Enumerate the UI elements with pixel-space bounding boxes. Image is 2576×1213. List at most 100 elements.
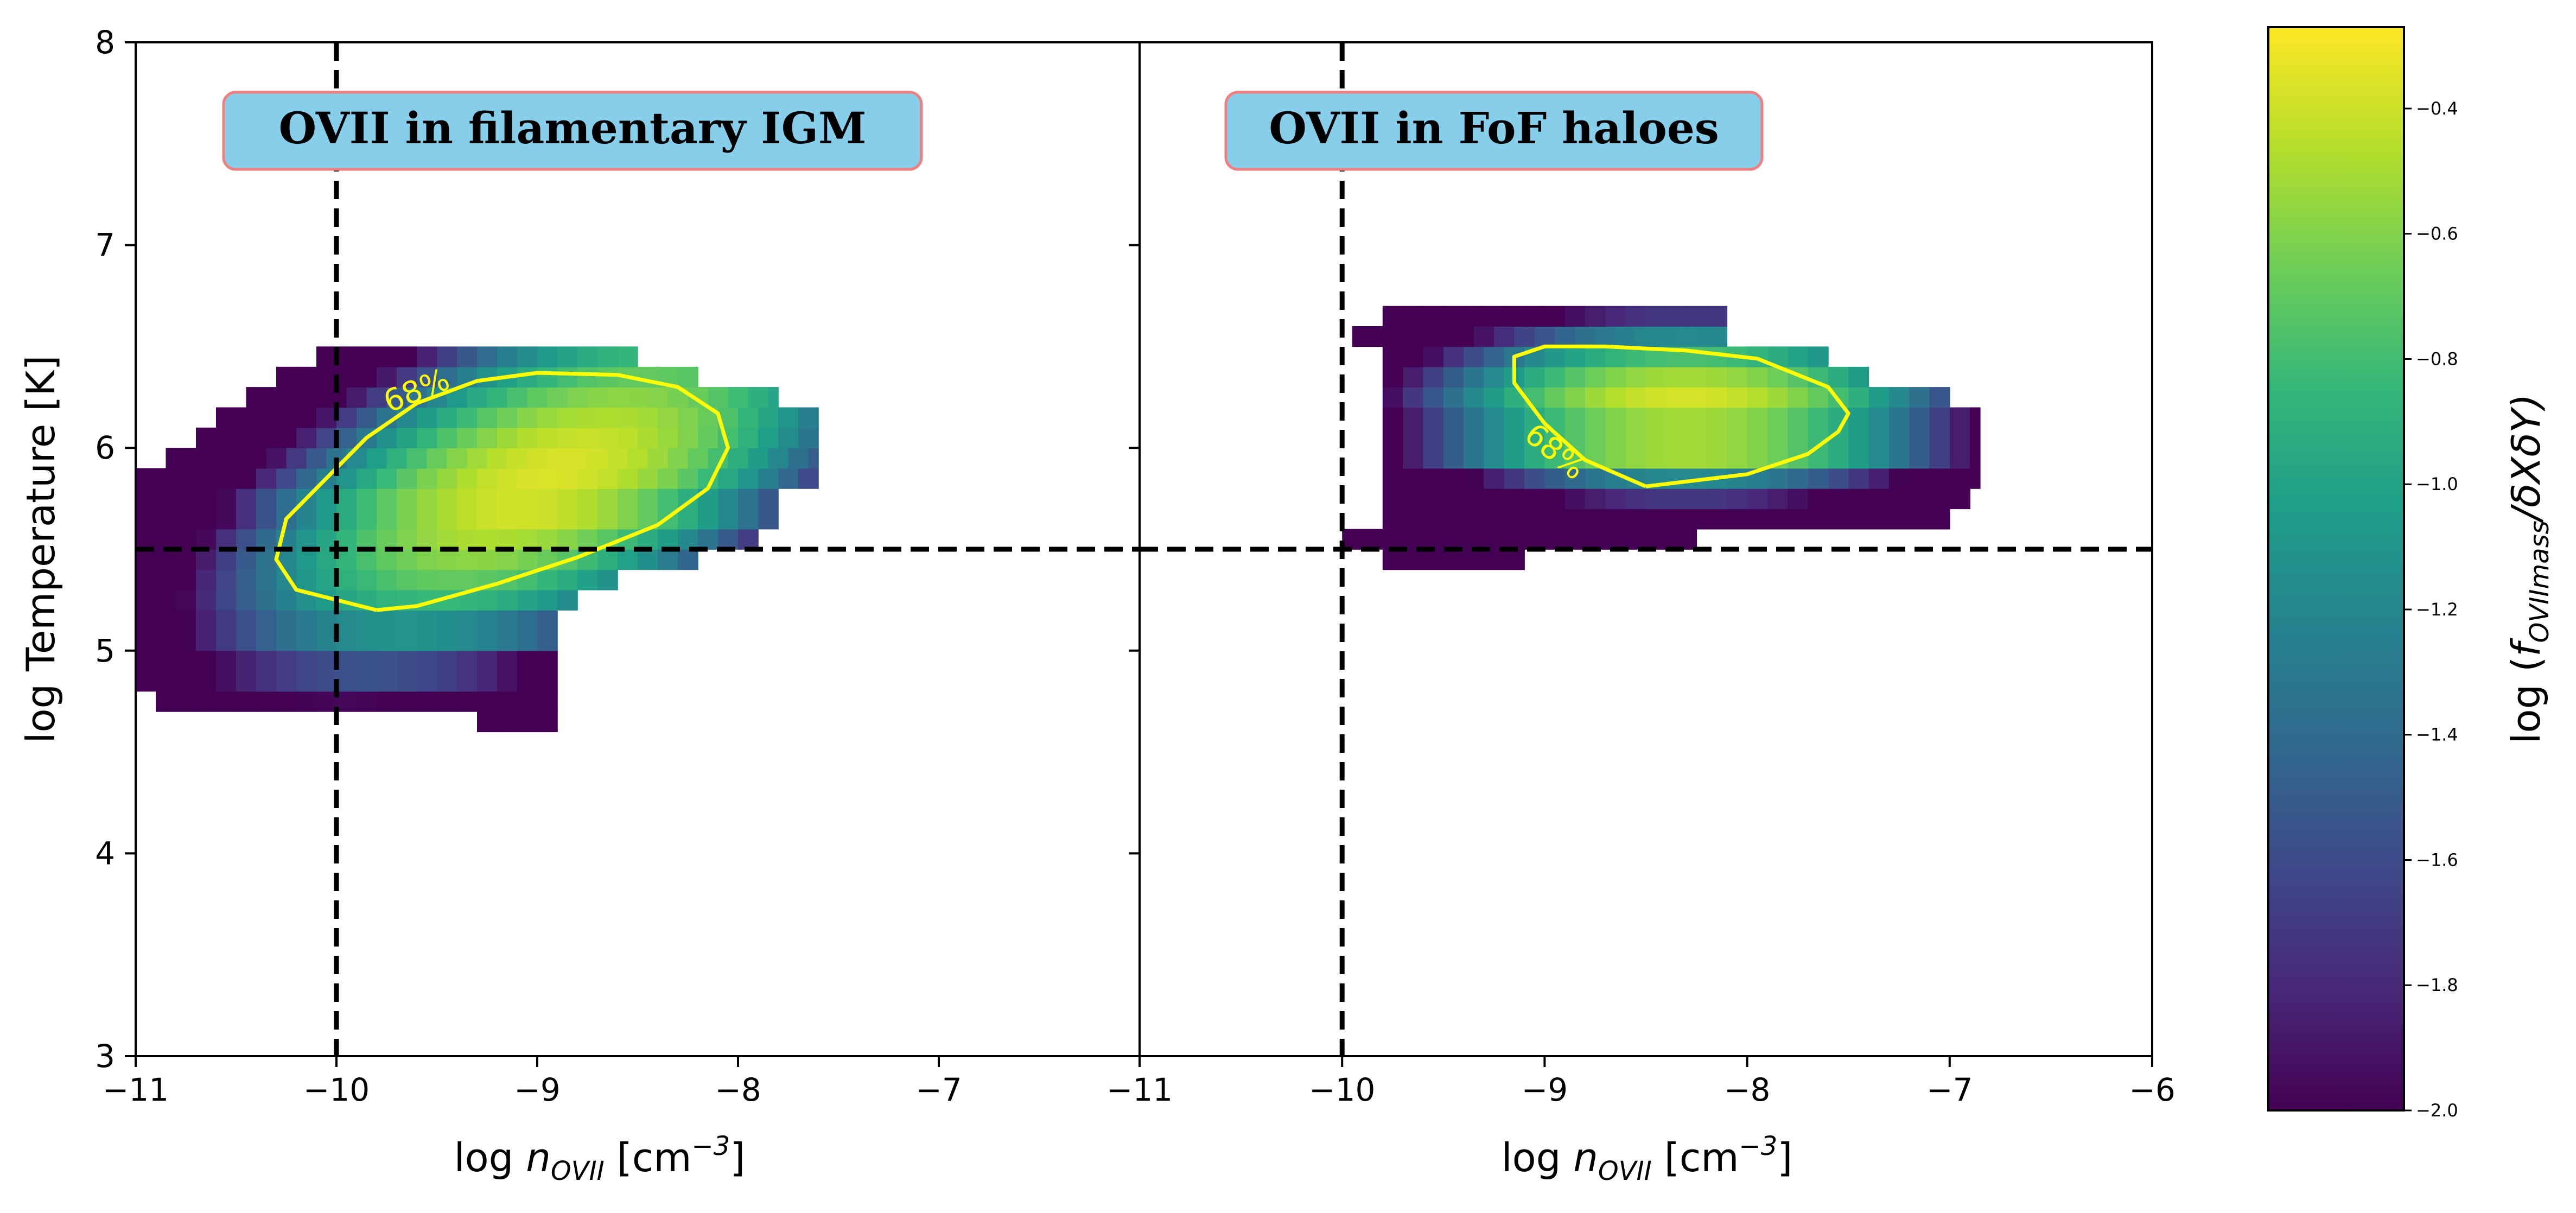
heat-cell <box>1484 346 1505 367</box>
heat-cell <box>1605 366 1626 388</box>
heat-cell <box>357 346 377 367</box>
heat-cell <box>417 346 437 367</box>
heat-cell <box>497 529 518 550</box>
heat-cell <box>517 468 538 489</box>
heat-cell <box>738 427 759 448</box>
heat-cell <box>136 488 156 530</box>
y-tick-label: 8 <box>95 24 115 61</box>
heat-cell <box>437 366 457 388</box>
heat-cell <box>397 366 417 388</box>
heat-cell <box>136 650 156 692</box>
heat-cell <box>1848 488 1869 510</box>
heat-cell <box>216 407 237 428</box>
heat-cell <box>1403 407 1424 469</box>
heat-cell <box>377 569 397 590</box>
heat-cell <box>196 610 217 651</box>
heat-cell <box>467 448 488 469</box>
heat-cell <box>357 691 377 712</box>
heat-cell <box>768 448 789 469</box>
heat-cell <box>276 468 297 489</box>
heat-cell <box>537 529 558 550</box>
heat-cell <box>316 427 337 448</box>
heat-cell <box>296 407 317 428</box>
heat-cell <box>1423 306 1444 327</box>
heat-cell <box>1443 387 1464 408</box>
heat-cell <box>1848 509 1869 530</box>
heat-cell <box>196 691 217 712</box>
heat-cell <box>176 529 196 550</box>
heat-cell <box>336 610 357 651</box>
y-tick-label: 7 <box>95 227 115 264</box>
x-tick-label: −10 <box>303 1071 370 1108</box>
heat-cell <box>377 529 397 550</box>
heat-cell <box>346 448 367 469</box>
heat-cell <box>567 387 588 408</box>
heat-cell <box>618 549 638 570</box>
heat-cell <box>1666 366 1687 388</box>
heat-cell <box>236 610 257 651</box>
heat-cell <box>357 610 377 651</box>
heat-cell <box>437 610 457 651</box>
heat-cell <box>1524 366 1545 388</box>
heat-cell <box>1707 509 1728 530</box>
heat-cell <box>216 468 237 489</box>
annotation-box-right: OVII in FoF haloes <box>1224 91 1764 171</box>
cb-label-suffix: /δXδY) <box>2503 394 2549 524</box>
heat-cell <box>336 529 357 550</box>
heat-cell <box>1585 509 1606 530</box>
heat-cell <box>336 427 357 448</box>
heat-cell <box>1747 387 1768 408</box>
heat-cell <box>397 488 417 530</box>
heat-cell <box>1828 488 1849 510</box>
heat-cell <box>497 549 518 570</box>
heat-cell <box>316 346 337 367</box>
heat-cell <box>196 529 217 550</box>
heat-cell <box>1929 468 1950 489</box>
heat-cell <box>1868 509 1890 530</box>
heat-cell <box>1403 366 1424 388</box>
heat-cell <box>196 589 217 611</box>
heat-cell <box>357 529 377 550</box>
heat-cell <box>1646 509 1667 530</box>
heat-cell <box>1504 488 1525 510</box>
heat-cell <box>1707 407 1728 469</box>
heat-cell <box>678 468 698 489</box>
heat-cell <box>1848 366 1869 388</box>
heat-cell <box>1727 407 1748 469</box>
x-tick-label: −8 <box>715 1071 761 1108</box>
heat-cell <box>306 448 327 469</box>
heat-cell <box>316 691 337 712</box>
heat-cell <box>1848 468 1869 489</box>
heat-cell <box>457 610 478 651</box>
heat-cell <box>597 488 618 530</box>
heat-cell <box>607 448 628 469</box>
heat-cell <box>357 650 377 692</box>
heat-cell <box>397 610 417 651</box>
heat-cell <box>1868 407 1890 469</box>
heat-cell <box>1646 407 1667 469</box>
heat-cell <box>377 366 397 388</box>
heat-cell <box>357 366 377 388</box>
dashed-reference-lines <box>136 42 2152 1056</box>
heat-cell <box>156 691 176 712</box>
heat-cell <box>1564 387 1586 408</box>
heat-cell <box>1646 488 1667 510</box>
heat-cell <box>377 650 397 692</box>
x-label-right-unit-close: ] <box>1777 1135 1792 1180</box>
heat-cell <box>698 427 718 448</box>
heat-cell <box>136 610 156 651</box>
x-tick-label: −6 <box>2129 1071 2176 1108</box>
heat-cell <box>1382 509 1403 530</box>
heat-cell <box>1949 468 1970 489</box>
heat-cell <box>1564 468 1586 489</box>
heat-cell <box>1909 488 1930 510</box>
heat-cell <box>1504 306 1525 327</box>
heat-cell <box>557 488 578 530</box>
heat-cell <box>1707 387 1728 408</box>
heat-cell <box>1605 529 1626 550</box>
heat-cell <box>678 407 698 428</box>
y-axis-label: log Temperature [K] <box>18 355 63 743</box>
heat-cell <box>236 427 257 448</box>
x-label-left-base: log <box>454 1135 526 1180</box>
heat-cell <box>417 488 437 530</box>
